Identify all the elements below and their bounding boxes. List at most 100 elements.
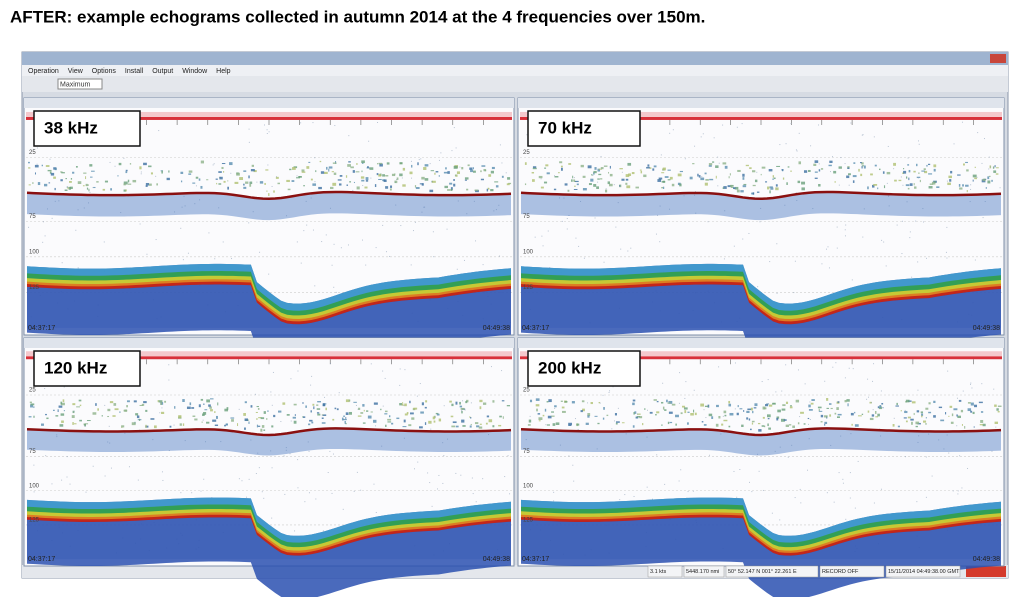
noise-speck <box>633 495 635 497</box>
echo-speck <box>361 179 365 182</box>
echo-speck <box>74 423 77 425</box>
noise-speck <box>733 470 735 472</box>
echo-speck <box>221 163 226 165</box>
menu-item[interactable]: Output <box>152 68 173 75</box>
menu-item[interactable]: Install <box>125 68 144 75</box>
noise-speck <box>182 259 184 261</box>
echo-speck <box>404 413 408 416</box>
noise-speck <box>684 397 686 399</box>
noise-speck <box>758 470 760 472</box>
seabed-band <box>521 275 1001 324</box>
echo-speck <box>994 421 999 424</box>
panel-header <box>518 338 1004 348</box>
close-button[interactable] <box>990 54 1006 63</box>
noise-speck <box>475 240 477 242</box>
echo-speck <box>662 186 665 189</box>
echo-speck <box>219 176 223 180</box>
echo-speck <box>903 170 907 174</box>
echo-speck <box>829 160 833 163</box>
noise-speck <box>440 152 442 154</box>
echo-speck <box>204 409 208 411</box>
echo-speck <box>302 416 304 418</box>
status-text: 3.1 kts <box>650 569 666 575</box>
echo-speck <box>409 171 413 175</box>
menu-item[interactable]: Options <box>92 68 117 75</box>
echo-speck <box>380 408 382 411</box>
echo-speck <box>424 164 429 167</box>
echo-speck <box>928 402 931 405</box>
echo-speck <box>554 405 557 408</box>
noise-speck <box>844 377 846 379</box>
echo-speck <box>923 420 927 423</box>
echo-speck <box>301 169 305 172</box>
noise-speck <box>810 145 812 147</box>
echo-speck <box>861 165 865 167</box>
echo-speck <box>852 180 855 183</box>
echo-speck <box>133 400 137 403</box>
noise-speck <box>736 496 738 498</box>
end-time: 04:49:38 <box>973 556 1000 563</box>
noise-speck <box>707 221 709 223</box>
echo-speck <box>423 167 427 170</box>
noise-speck <box>437 488 439 490</box>
echo-speck <box>86 419 91 422</box>
echo-speck <box>215 178 218 180</box>
noise-speck <box>355 404 357 406</box>
menu-item[interactable]: Window <box>182 68 208 75</box>
echo-speck <box>425 400 428 403</box>
noise-speck <box>504 476 506 478</box>
echo-speck <box>661 172 665 174</box>
noise-speck <box>733 245 735 247</box>
echo-speck <box>206 421 210 424</box>
noise-speck <box>285 447 287 449</box>
echo-speck <box>145 409 148 412</box>
echo-speck <box>788 424 792 426</box>
echo-speck <box>257 408 260 410</box>
echo-speck <box>59 424 64 427</box>
noise-speck <box>218 207 220 209</box>
noise-speck <box>656 454 658 456</box>
noise-speck <box>36 163 38 165</box>
echo-speck <box>797 180 801 184</box>
echo-speck <box>311 421 314 424</box>
echo-speck <box>360 412 364 414</box>
echo-speck <box>278 410 282 413</box>
noise-speck <box>384 377 386 379</box>
noise-speck <box>347 244 349 246</box>
echo-speck <box>292 416 296 419</box>
echo-speck <box>231 419 234 422</box>
echo-speck <box>28 167 31 169</box>
echo-speck <box>892 424 895 427</box>
noise-speck <box>925 496 927 498</box>
echo-speck <box>781 169 784 171</box>
noise-speck <box>896 224 898 226</box>
noise-speck <box>981 383 983 385</box>
echo-speck <box>632 425 635 428</box>
echo-speck <box>255 411 258 414</box>
scattering-layer <box>521 428 1001 456</box>
menu-item[interactable]: Help <box>216 68 231 75</box>
echo-speck <box>728 403 732 407</box>
echo-speck <box>206 179 209 181</box>
noise-speck <box>901 220 903 222</box>
echo-speck <box>576 183 579 186</box>
echo-speck <box>180 180 183 183</box>
noise-speck <box>352 189 354 191</box>
echo-speck <box>192 182 196 184</box>
noise-speck <box>909 237 911 239</box>
echo-speck <box>666 399 668 403</box>
echo-speck <box>96 181 99 183</box>
echo-speck <box>652 168 655 171</box>
echo-speck <box>373 419 377 423</box>
menu-item[interactable]: View <box>68 68 84 75</box>
noise-speck <box>49 158 51 160</box>
noise-speck <box>857 460 859 462</box>
echo-speck <box>428 420 432 424</box>
toolbar-select[interactable] <box>57 78 103 90</box>
echo-speck <box>742 173 745 177</box>
menu-item[interactable]: Operation <box>28 68 59 75</box>
noise-speck <box>583 257 585 259</box>
echo-speck <box>751 192 754 195</box>
noise-speck <box>863 208 865 210</box>
noise-speck <box>779 446 781 448</box>
